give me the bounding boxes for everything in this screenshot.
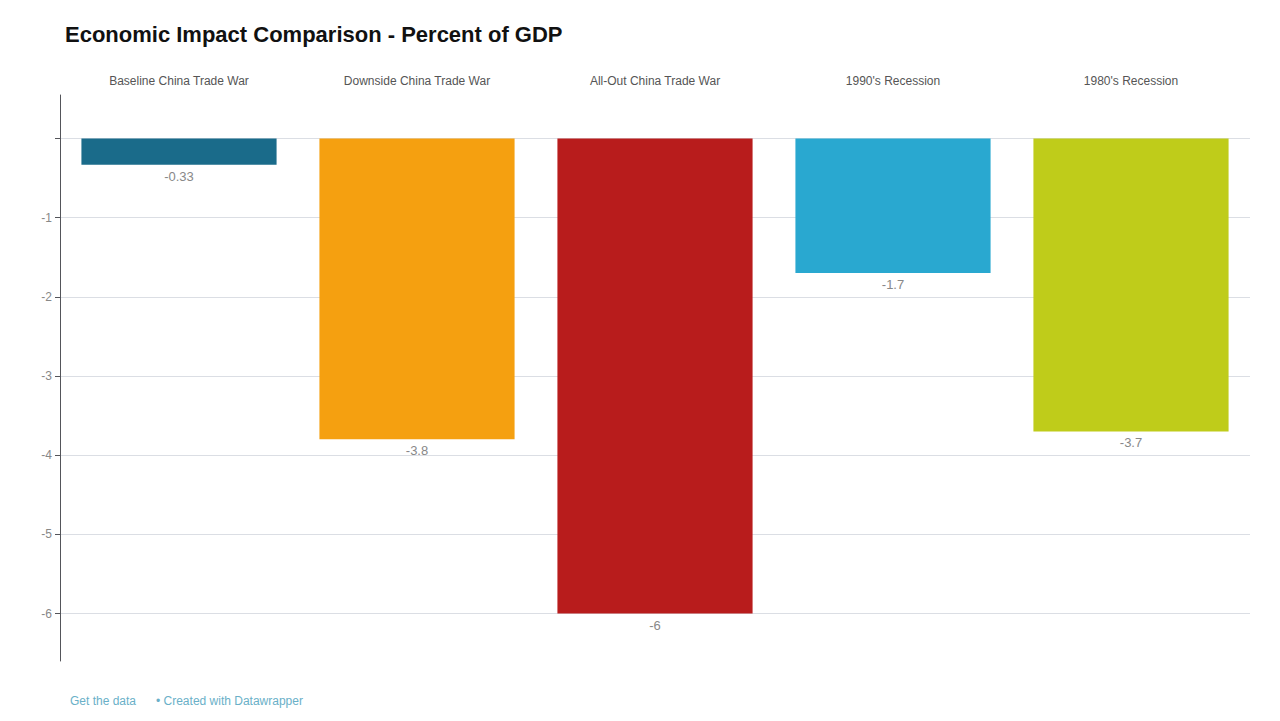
svg-text:-3: -3 (41, 369, 52, 383)
svg-text:All-Out China Trade War: All-Out China Trade War (590, 74, 720, 88)
svg-text:-0.33: -0.33 (164, 169, 194, 184)
svg-text:Get the data: Get the data (70, 694, 136, 708)
svg-text:1990's Recession: 1990's Recession (846, 74, 940, 88)
svg-text:-5: -5 (41, 527, 52, 541)
svg-text:-3.7: -3.7 (1120, 435, 1142, 450)
svg-text:Baseline China Trade War: Baseline China Trade War (109, 74, 249, 88)
svg-text:-4: -4 (41, 448, 52, 462)
svg-text:-6: -6 (649, 618, 661, 633)
svg-text:1980's Recession: 1980's Recession (1084, 74, 1178, 88)
svg-text:-1.7: -1.7 (882, 277, 904, 292)
svg-text:-2: -2 (41, 290, 52, 304)
svg-text:Downside China Trade War: Downside China Trade War (344, 74, 490, 88)
svg-text:-6: -6 (41, 607, 52, 621)
svg-text:-3.8: -3.8 (406, 443, 428, 458)
svg-text:-1: -1 (41, 211, 52, 225)
svg-text:• Created with Datawrapper: • Created with Datawrapper (156, 694, 303, 708)
svg-text:Economic Impact Comparison - P: Economic Impact Comparison - Percent of … (65, 22, 563, 47)
